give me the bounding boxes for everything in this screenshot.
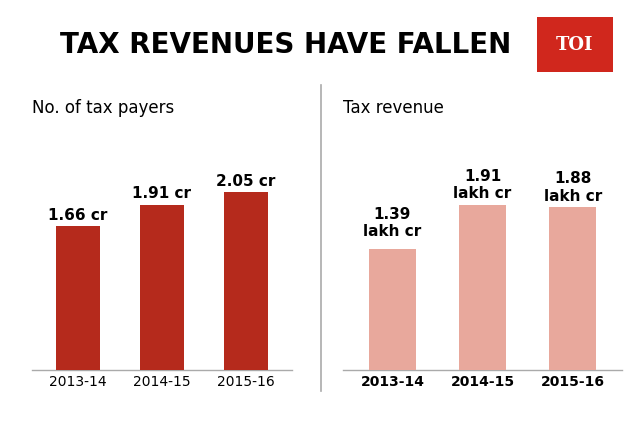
Bar [369,249,416,370]
Text: 1.39
lakh cr: 1.39 lakh cr [363,207,422,239]
Text: No. of tax payers: No. of tax payers [32,99,174,117]
Text: 1.91
lakh cr: 1.91 lakh cr [453,169,512,201]
Text: 1.88
lakh cr: 1.88 lakh cr [544,171,602,204]
Text: 2.05 cr: 2.05 cr [217,174,276,189]
Text: TAX REVENUES HAVE FALLEN: TAX REVENUES HAVE FALLEN [60,31,511,59]
Bar [56,226,100,370]
Bar [549,207,596,370]
Bar [140,204,184,370]
Text: 1.91 cr: 1.91 cr [133,186,191,201]
Bar [459,204,506,370]
Text: TOI: TOI [556,36,594,54]
Bar [224,193,268,370]
Text: 1.66 cr: 1.66 cr [48,208,107,223]
Text: Tax revenue: Tax revenue [343,99,444,117]
